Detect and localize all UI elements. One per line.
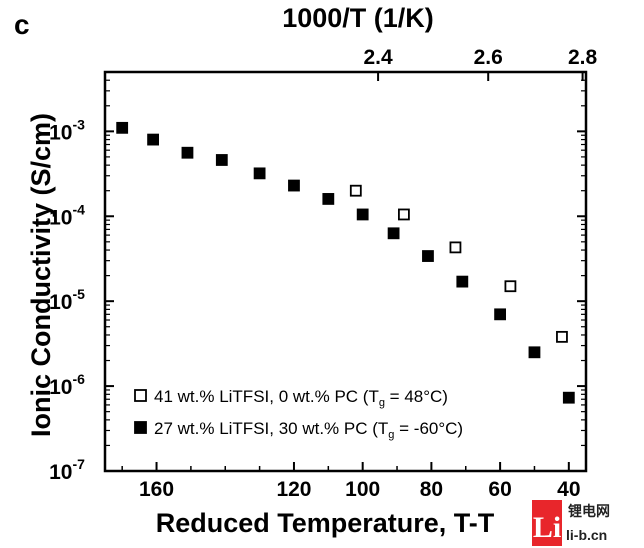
filled-square-point xyxy=(528,346,541,359)
open-square-point xyxy=(449,241,462,254)
x2-tick-label: 2.8 xyxy=(568,46,598,69)
y-tick-label: 10-5 xyxy=(49,286,85,314)
watermark-logo-letters: Li xyxy=(533,511,561,544)
y-tick-label: 10-7 xyxy=(49,456,85,484)
filled-square-point xyxy=(288,179,300,192)
y-tick-label: 10-3 xyxy=(49,116,85,144)
filled-square-point xyxy=(147,133,160,146)
legend-marker-open-square xyxy=(134,389,147,402)
filled-square-point xyxy=(356,208,369,221)
x2-tick-label: 2.4 xyxy=(363,46,393,69)
legend-marker-filled-square xyxy=(134,421,147,434)
x-tick-label: 160 xyxy=(139,478,174,501)
watermark-logo xyxy=(532,500,562,546)
watermark-text-bottom: li-b.cn xyxy=(566,527,607,543)
open-square-point xyxy=(349,184,362,197)
legend: 41 wt.% LiTFSI, 0 wt.% PC (Tg = 48°C) 27… xyxy=(134,387,463,441)
filled-square-point xyxy=(494,308,507,321)
x-tick-label: 60 xyxy=(488,478,511,501)
y-tick-label: 10-4 xyxy=(49,201,85,229)
x-axis-title: Reduced Temperature, T-T xyxy=(156,508,495,538)
filled-square-point xyxy=(322,193,335,205)
filled-square-point xyxy=(387,227,400,240)
x2-tick-label: 2.6 xyxy=(474,46,503,69)
x-tick-label: 80 xyxy=(420,478,443,501)
filled-square-point xyxy=(181,146,194,159)
watermark-backdrop xyxy=(559,498,641,546)
filled-square-point xyxy=(456,275,469,288)
legend-entry-2: 27 wt.% LiTFSI, 30 wt.% PC (Tg = -60°C) xyxy=(154,419,463,441)
filled-square-point xyxy=(253,167,266,180)
filled-square-point xyxy=(422,250,434,262)
open-square-point xyxy=(556,330,568,343)
x-tick-label: 100 xyxy=(345,478,380,501)
watermark: Li 锂电网 li-b.cn xyxy=(532,498,641,546)
open-square-point xyxy=(398,208,410,221)
watermark-text-top: 锂电网 xyxy=(568,503,610,519)
filled-square-point xyxy=(562,391,575,404)
y-tick-label: 10-6 xyxy=(49,371,85,399)
plot-frame xyxy=(103,70,588,473)
legend-entry-1: 41 wt.% LiTFSI, 0 wt.% PC (Tg = 48°C) xyxy=(154,387,448,409)
filled-square-point xyxy=(116,121,129,134)
data-points xyxy=(116,121,575,404)
x-tick-label: 40 xyxy=(557,478,580,501)
filled-square-point xyxy=(215,154,228,166)
x-tick-label: 120 xyxy=(276,478,311,501)
tick-group: 1601201008060402.42.62.833.210-310-410-5… xyxy=(49,46,598,501)
y-axis-title: Ionic Conductivity (S/cm) xyxy=(26,113,56,437)
panel-label: c xyxy=(14,9,30,40)
open-square-point xyxy=(504,280,517,293)
top-axis-title: 1000/T (1/K) xyxy=(282,3,434,33)
